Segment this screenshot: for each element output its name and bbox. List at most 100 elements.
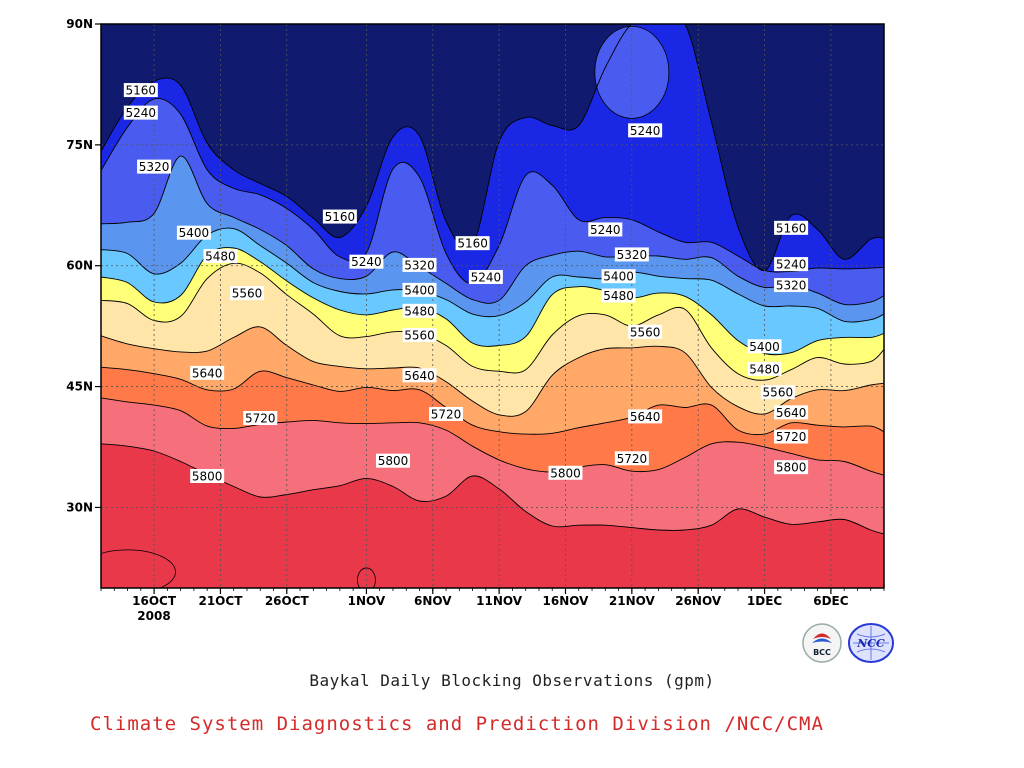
svg-text:5160: 5160 xyxy=(776,221,807,235)
closed-contour-5960 xyxy=(101,549,176,588)
bcc-logo: BCC xyxy=(802,623,842,663)
x-tick-label: 11NOV xyxy=(476,594,523,608)
svg-text:5320: 5320 xyxy=(617,248,648,262)
x-tick-label: 16OCT xyxy=(132,594,177,608)
contour-label: 5480 xyxy=(402,303,437,318)
svg-text:5800: 5800 xyxy=(378,454,409,468)
contour-label: 5240 xyxy=(123,105,158,120)
svg-text:5720: 5720 xyxy=(245,411,276,425)
plot-frame xyxy=(100,23,885,589)
svg-text:5240: 5240 xyxy=(630,124,661,138)
svg-text:5160: 5160 xyxy=(126,84,157,98)
x-tick-label: 21NOV xyxy=(609,594,656,608)
svg-text:5400: 5400 xyxy=(179,226,210,240)
contour-label: 5800 xyxy=(190,469,225,484)
contour-label: 5480 xyxy=(601,288,636,303)
svg-text:5480: 5480 xyxy=(603,289,634,303)
svg-text:5560: 5560 xyxy=(630,325,661,339)
contour-label: 5320 xyxy=(774,278,809,293)
contour-label: 5400 xyxy=(747,339,782,354)
y-tick-label: 30N xyxy=(66,500,93,514)
svg-text:5640: 5640 xyxy=(776,406,807,420)
contour-label: 5720 xyxy=(429,406,464,421)
contour-label: 5640 xyxy=(628,409,663,424)
closed-contour-5960 xyxy=(357,567,376,588)
x-tick-label: 6DEC xyxy=(813,594,849,608)
svg-text:5240: 5240 xyxy=(126,106,157,120)
svg-text:5160: 5160 xyxy=(457,237,488,251)
contour-label: 5160 xyxy=(322,209,357,224)
contour-label: 5800 xyxy=(375,453,410,468)
svg-text:5400: 5400 xyxy=(749,340,780,354)
contour-label: 5160 xyxy=(123,83,158,98)
contour-label: 5240 xyxy=(588,222,623,237)
contour-label: 5560 xyxy=(628,324,663,339)
svg-text:5640: 5640 xyxy=(192,366,223,380)
svg-text:5320: 5320 xyxy=(404,258,435,272)
contour-label: 5320 xyxy=(137,159,172,174)
contour-label: 5320 xyxy=(402,257,437,272)
contour-label: 5640 xyxy=(774,405,809,420)
svg-text:5160: 5160 xyxy=(325,210,356,224)
contour-label: 5640 xyxy=(402,368,437,383)
x-axis-ticks: 16OCT 21OCT 26OCT 1NOV 6NOV 11NOV 16NOV 21NOV 26… xyxy=(100,588,885,608)
x-axis-year-label: 2008 xyxy=(137,609,170,623)
contour-label: 5240 xyxy=(774,257,809,272)
svg-text:5800: 5800 xyxy=(776,461,807,475)
svg-text:5240: 5240 xyxy=(776,258,807,272)
contour-label: 5640 xyxy=(190,365,225,380)
contour-label: 5560 xyxy=(229,286,264,301)
svg-text:5720: 5720 xyxy=(617,452,648,466)
contour-label: 5240 xyxy=(628,123,663,138)
grid-lines xyxy=(101,24,884,588)
svg-text:5560: 5560 xyxy=(404,329,435,343)
svg-text:5560: 5560 xyxy=(763,386,794,400)
contour-label: 5400 xyxy=(601,269,636,284)
svg-text:5560: 5560 xyxy=(232,287,263,301)
contour-label: 5720 xyxy=(243,410,278,425)
contour-label: 5800 xyxy=(548,465,583,480)
contour-band-5880 xyxy=(101,443,884,588)
svg-text:5320: 5320 xyxy=(139,160,170,174)
x-tick-label: 26NOV xyxy=(675,594,722,608)
svg-text:5640: 5640 xyxy=(630,410,661,424)
svg-text:5800: 5800 xyxy=(550,466,581,480)
svg-text:5400: 5400 xyxy=(404,283,435,297)
contour-label: 5720 xyxy=(614,451,649,466)
contour-label: 5400 xyxy=(176,225,211,240)
y-tick-label: 60N xyxy=(66,259,93,273)
svg-text:5480: 5480 xyxy=(404,304,435,318)
contour-line-5880 xyxy=(101,443,884,535)
closed-contours xyxy=(101,25,670,588)
x-tick-label: 26OCT xyxy=(265,594,310,608)
svg-text:5480: 5480 xyxy=(749,362,780,376)
contour-label: 5160 xyxy=(774,220,809,235)
contour-label: 5480 xyxy=(747,361,782,376)
y-tick-label: 45N xyxy=(66,380,93,394)
contour-label: 5480 xyxy=(203,249,238,264)
svg-text:5480: 5480 xyxy=(205,250,236,264)
x-tick-label: 1NOV xyxy=(348,594,386,608)
svg-text:5240: 5240 xyxy=(351,255,382,269)
y-tick-label: 90N xyxy=(66,17,93,31)
contour-label: 5240 xyxy=(468,269,503,284)
y-axis-ticks: 30N 45N 60N 75N 90N xyxy=(66,17,101,514)
svg-text:5400: 5400 xyxy=(603,270,634,284)
ncc-logo-text: NCC xyxy=(856,637,885,650)
contour-label: 5800 xyxy=(774,460,809,475)
svg-text:5800: 5800 xyxy=(192,470,223,484)
contour-label: 5400 xyxy=(402,282,437,297)
svg-text:5320: 5320 xyxy=(776,279,807,293)
x-tick-label: 6NOV xyxy=(414,594,452,608)
x-tick-label: 1DEC xyxy=(747,594,783,608)
svg-text:5640: 5640 xyxy=(404,369,435,383)
contour-label: 5560 xyxy=(402,328,437,343)
credit-line: Climate System Diagnostics and Predictio… xyxy=(90,713,824,735)
contour-label: 5560 xyxy=(760,385,795,400)
svg-text:5720: 5720 xyxy=(431,407,462,421)
plot-area: 5160 5240 5320 5400 5480 5560 5640 5720 5800 5160… xyxy=(101,24,884,588)
contour-label: 5160 xyxy=(455,236,490,251)
svg-text:5240: 5240 xyxy=(471,270,502,284)
bcc-logo-text: BCC xyxy=(813,648,831,657)
